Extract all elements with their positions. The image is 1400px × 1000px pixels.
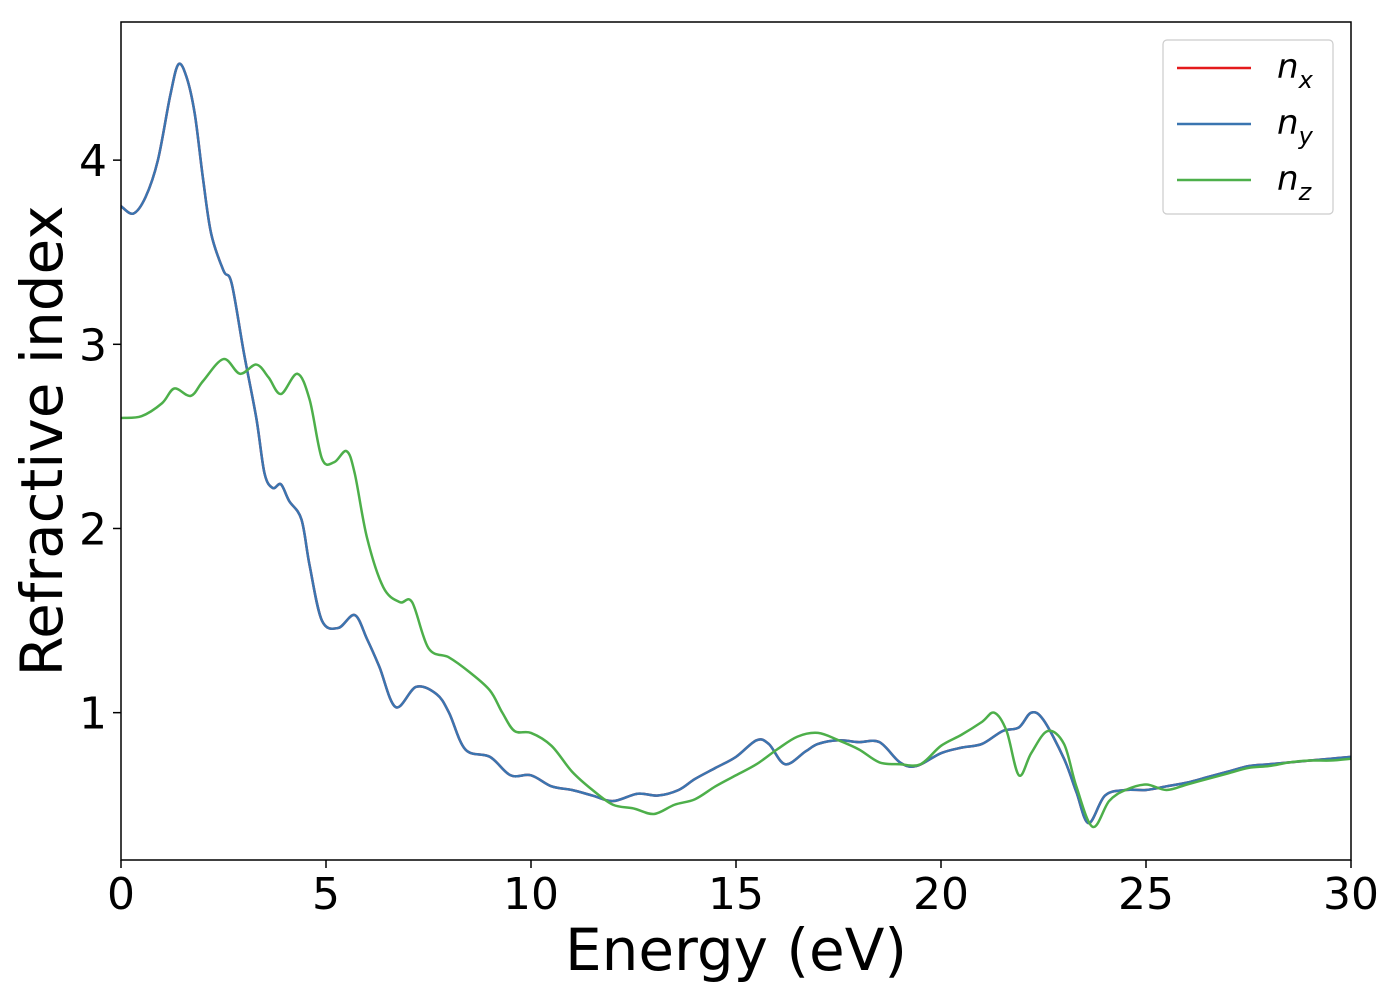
x-tick-label: 20 xyxy=(913,869,969,920)
legend-label-base: n xyxy=(1277,103,1299,143)
plot-area xyxy=(121,62,1351,829)
x-tick-label: 5 xyxy=(312,869,340,920)
x-axis-title: Energy (eV) xyxy=(565,916,907,984)
legend-label-y: ny xyxy=(1277,103,1314,150)
x-tick-label: 15 xyxy=(708,869,764,920)
x-tick-label: 30 xyxy=(1323,869,1379,920)
series-line-y xyxy=(121,62,1351,825)
legend-box xyxy=(1162,39,1334,215)
series-line-z xyxy=(121,357,1351,829)
legend-label-x: nx xyxy=(1277,47,1314,94)
y-axis-title: Refractive index xyxy=(8,205,76,676)
legend-label-subscript: y xyxy=(1298,122,1314,150)
y-tick-label: 3 xyxy=(79,320,107,371)
x-tick-label: 0 xyxy=(107,869,135,920)
legend-label-base: n xyxy=(1277,159,1299,199)
x-tick-label: 10 xyxy=(503,869,559,920)
y-tick-label: 4 xyxy=(79,136,107,187)
y-tick-label: 1 xyxy=(79,689,107,740)
x-tick-label: 25 xyxy=(1118,869,1174,920)
legend-label-z: nz xyxy=(1277,159,1313,206)
y-axis: 1 2 3 4 xyxy=(79,136,121,740)
legend-label-subscript: x xyxy=(1298,66,1314,94)
legend-label-base: n xyxy=(1277,47,1299,87)
legend-label-subscript: z xyxy=(1298,178,1313,206)
x-axis: 0 5 10 15 20 25 30 xyxy=(107,860,1379,920)
y-tick-label: 2 xyxy=(79,504,107,555)
